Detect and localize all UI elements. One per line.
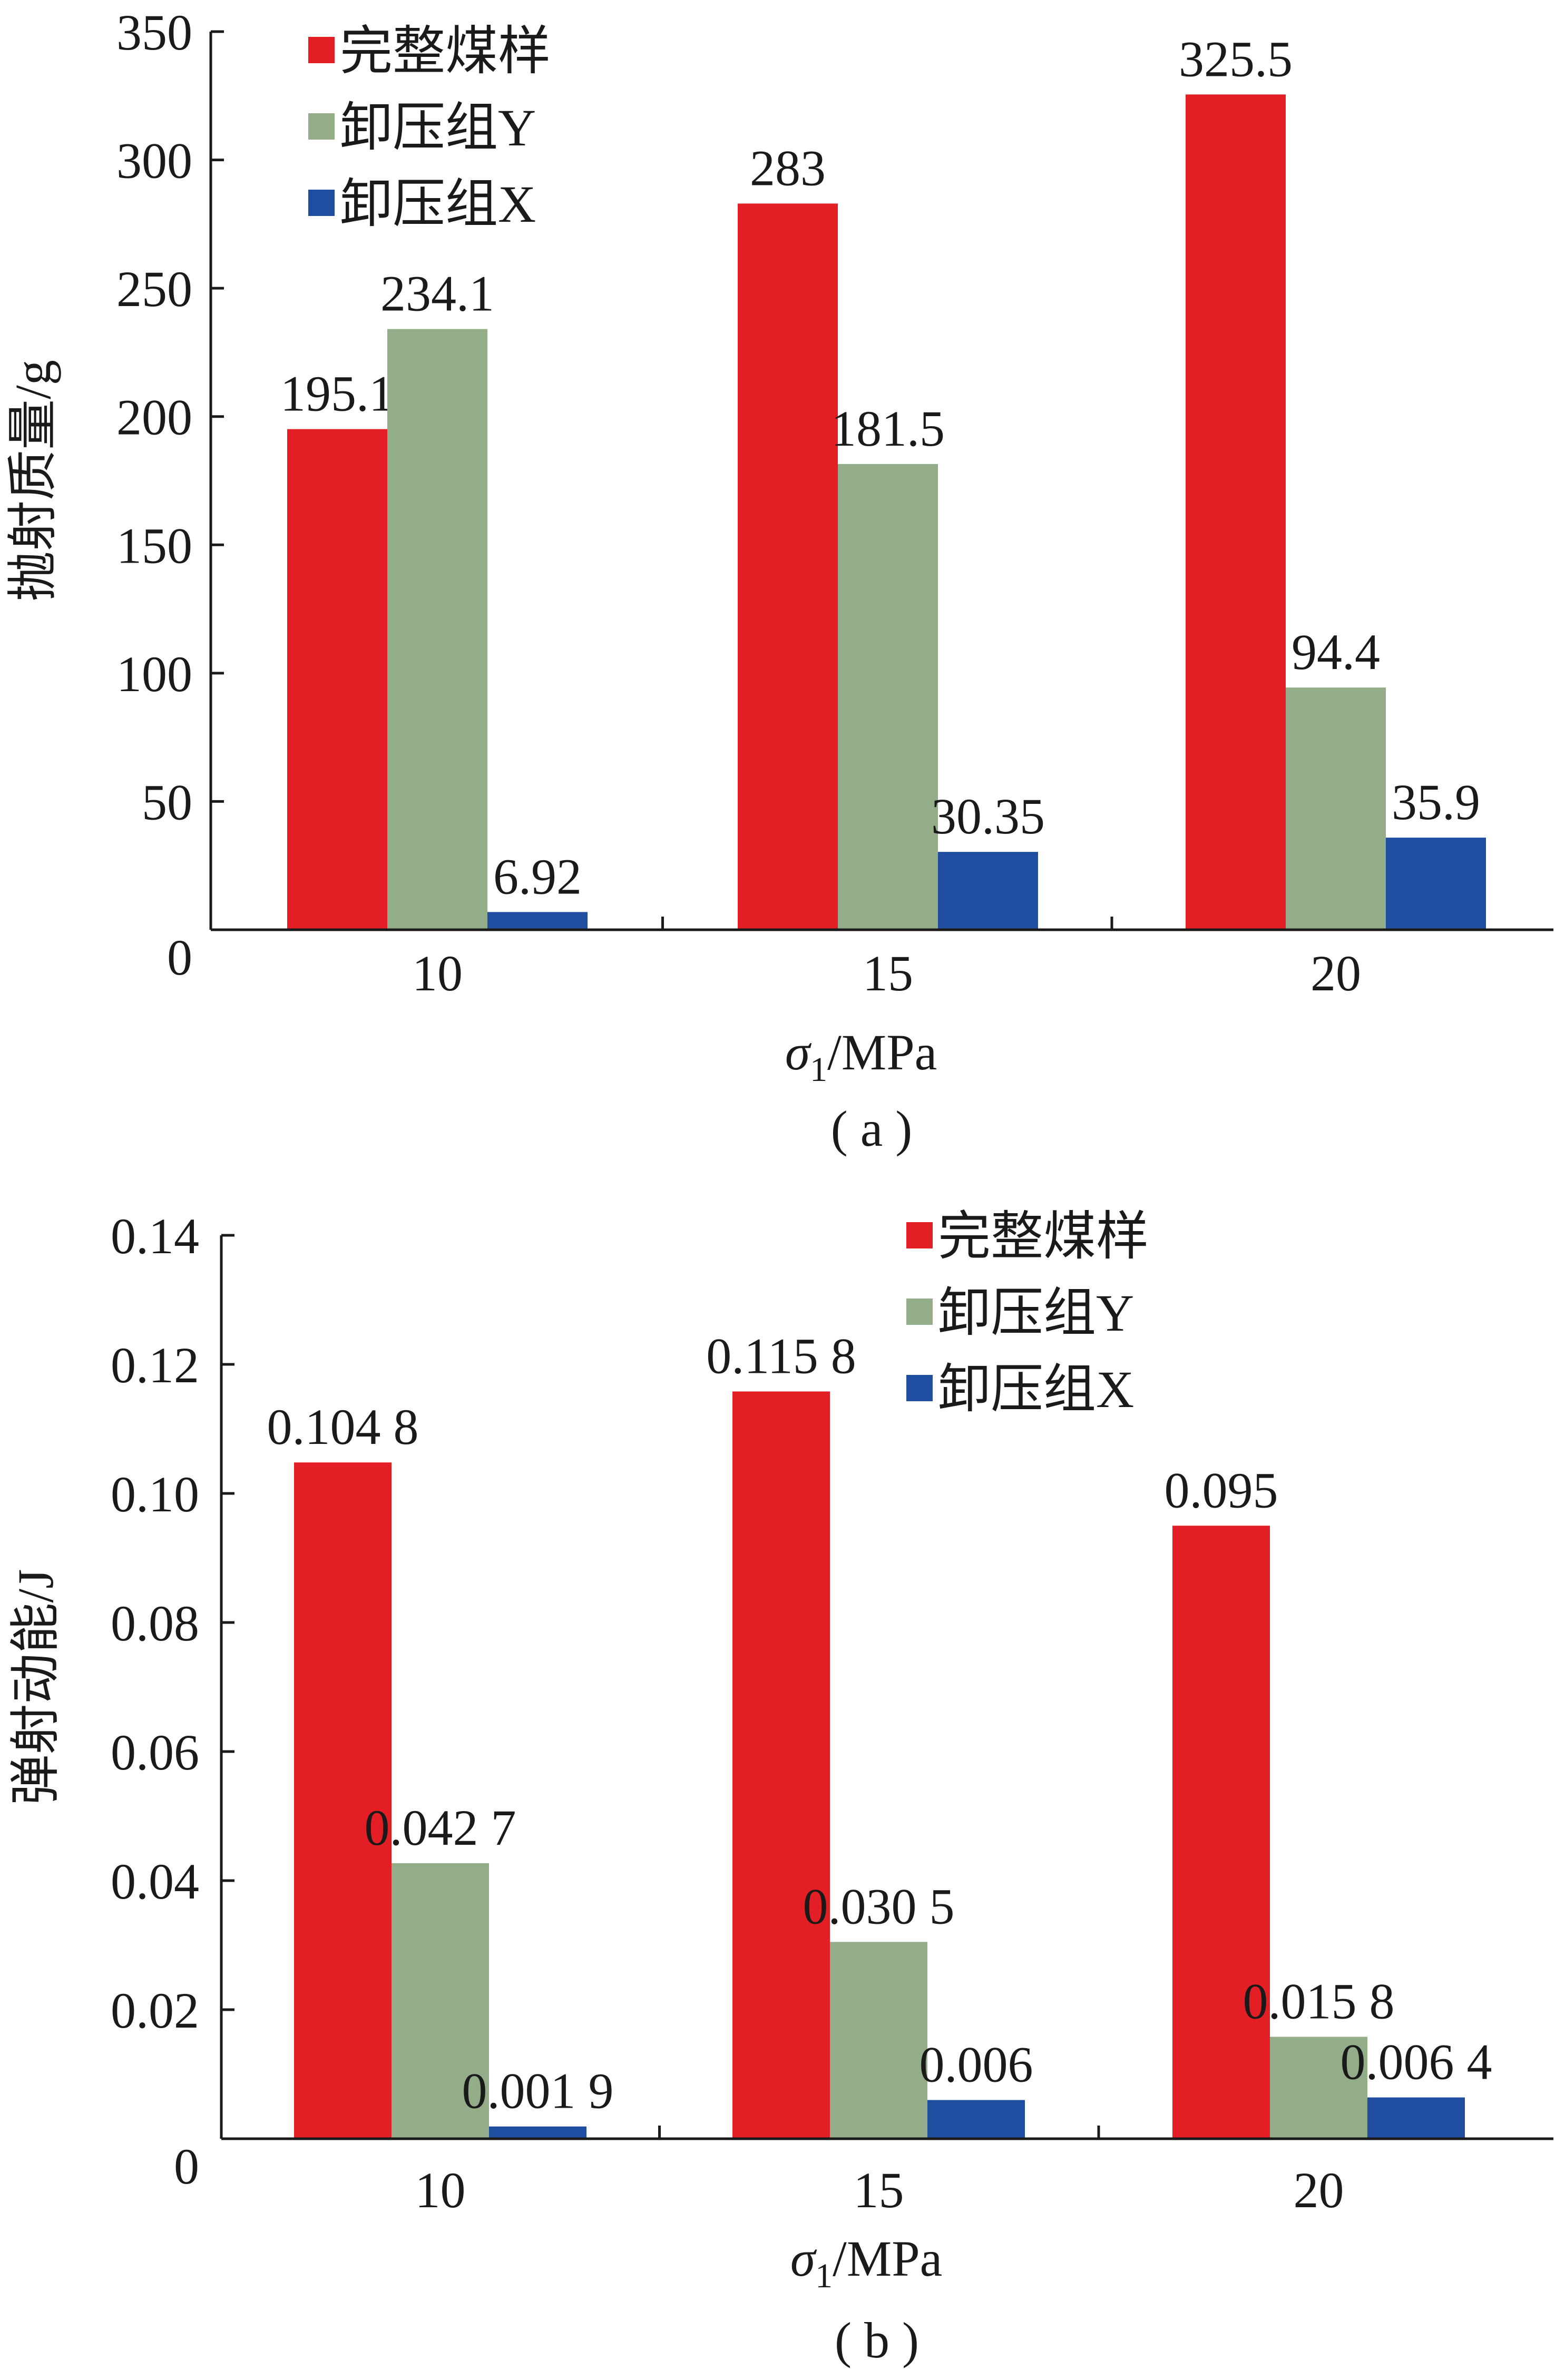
legend-label-b-1: 卸压组Y — [938, 1284, 1134, 1342]
y-tick-label-a-6: 300 — [116, 133, 192, 189]
data-label-a-s0-c2: 325.5 — [1179, 31, 1293, 87]
bar-b-s1-c0 — [392, 1863, 489, 2139]
y-tick-label-b-1: 0.02 — [111, 1982, 199, 2039]
data-label-b-s2-c2: 0.006 4 — [1341, 2034, 1492, 2090]
bar-a-s1-c2 — [1286, 687, 1386, 930]
legend-swatch-a-1 — [308, 113, 335, 140]
x-tick-label-a-0: 10 — [412, 945, 463, 1001]
legend-swatch-a-2 — [308, 190, 335, 216]
data-label-b-s0-c1: 0.115 8 — [706, 1327, 856, 1384]
x-axis-label-sub-a: 1 — [810, 1050, 827, 1089]
legend-swatch-a-0 — [308, 37, 335, 63]
bar-a-s2-c1 — [938, 852, 1038, 930]
y-tick-label-b-2: 0.04 — [111, 1853, 199, 1910]
bar-b-s0-c0 — [294, 1462, 392, 2139]
y-tick-label-b-4: 0.08 — [111, 1595, 199, 1651]
bar-a-s1-c1 — [838, 464, 938, 930]
data-label-a-s2-c2: 35.9 — [1392, 774, 1480, 830]
data-label-a-s0-c1: 283 — [750, 140, 826, 196]
data-label-a-s1-c1: 181.5 — [831, 400, 945, 457]
y-tick-label-a-1: 50 — [142, 774, 192, 830]
bar-a-s2-c0 — [487, 912, 588, 930]
chart-a: 195.1 283 325.5 234.1 181.5 94.4 6.92 30.35 35.9… — [5, 4, 1553, 1157]
legend-label-a-1: 卸压组Y — [340, 99, 536, 157]
data-label-b-s0-c0: 0.104 8 — [267, 1399, 419, 1455]
y-tick-label-b-0: 0 — [174, 2138, 199, 2195]
legend-swatch-b-2 — [906, 1375, 933, 1401]
y-tick-label-a-2: 100 — [116, 646, 192, 702]
data-label-b-s2-c0: 0.001 9 — [462, 2063, 614, 2119]
data-label-a-s2-c0: 6.92 — [493, 848, 582, 904]
y-tick-label-a-7: 350 — [116, 4, 192, 61]
y-tick-label-a-4: 200 — [116, 389, 192, 446]
bar-a-s0-c1 — [738, 203, 838, 930]
legend-label-b-0: 完整煤样 — [938, 1207, 1149, 1266]
x-tick-label-b-0: 10 — [415, 2162, 466, 2218]
x-tick-label-a-2: 20 — [1310, 945, 1361, 1001]
bar-a-s0-c2 — [1186, 94, 1286, 930]
y-tick-label-a-0: 0 — [167, 929, 192, 986]
x-axis-label-symbol-b: σ — [790, 2230, 817, 2287]
y-tick-label-b-6: 0.12 — [111, 1337, 199, 1393]
legend-swatch-b-0 — [906, 1222, 933, 1248]
x-axis-label-a: σ1/MPa — [785, 1024, 937, 1089]
data-label-a-s2-c1: 30.35 — [931, 788, 1045, 844]
x-tick-label-b-2: 20 — [1294, 2162, 1344, 2218]
y-tick-label-b-7: 0.14 — [111, 1208, 199, 1264]
data-label-b-s2-c1: 0.006 — [920, 2037, 1033, 2093]
x-tick-label-b-1: 15 — [854, 2162, 904, 2218]
data-label-a-s1-c2: 94.4 — [1292, 624, 1380, 680]
y-tick-label-a-3: 150 — [116, 517, 192, 574]
bar-a-s2-c2 — [1386, 838, 1486, 930]
bar-b-s1-c2 — [1270, 2037, 1367, 2139]
legend-label-a-0: 完整煤样 — [340, 22, 551, 81]
y-tick-label-a-5: 250 — [116, 261, 192, 317]
data-label-b-s1-c0: 0.042 7 — [365, 1799, 516, 1856]
bar-b-s0-c2 — [1172, 1526, 1270, 2139]
bar-b-s2-c1 — [927, 2100, 1025, 2139]
legend-swatch-b-1 — [906, 1299, 933, 1325]
x-tick-label-a-1: 15 — [863, 945, 913, 1001]
bar-b-s2-c2 — [1367, 2097, 1465, 2139]
y-axis-label-b: 弹射动能/J — [7, 1569, 64, 1805]
x-axis-label-unit-b: /MPa — [833, 2230, 942, 2287]
bar-b-s1-c1 — [830, 1942, 927, 2139]
x-axis-label-unit-a: /MPa — [827, 1024, 937, 1080]
data-label-b-s0-c2: 0.095 — [1165, 1462, 1278, 1518]
caption-a: ( a ) — [831, 1100, 913, 1157]
data-label-b-s1-c2: 0.015 8 — [1243, 1973, 1395, 2029]
x-axis-label-b: σ1/MPa — [790, 2230, 942, 2295]
x-axis-label-sub-b: 1 — [815, 2257, 833, 2295]
bar-b-s0-c1 — [732, 1391, 830, 2139]
chart-b: 0.104 8 0.115 8 0.095 0.042 7 0.030 5 0.015 8… — [7, 1207, 1553, 2368]
y-tick-label-b-3: 0.06 — [111, 1724, 199, 1781]
data-label-a-s1-c0: 234.1 — [380, 265, 494, 322]
x-axis-label-symbol-a: σ — [785, 1024, 812, 1080]
data-label-a-s0-c0: 195.1 — [280, 366, 394, 422]
y-tick-label-b-5: 0.10 — [111, 1466, 199, 1522]
bar-a-s0-c0 — [287, 429, 387, 930]
caption-b: ( b ) — [835, 2312, 919, 2368]
legend-label-a-2: 卸压组X — [340, 175, 536, 233]
legend-label-b-2: 卸压组X — [938, 1360, 1134, 1419]
data-label-b-s1-c1: 0.030 5 — [803, 1878, 955, 1934]
bar-b-s2-c0 — [489, 2126, 586, 2139]
bar-a-s1-c0 — [387, 329, 487, 930]
y-axis-label-a: 抛射质量/g — [5, 360, 61, 602]
